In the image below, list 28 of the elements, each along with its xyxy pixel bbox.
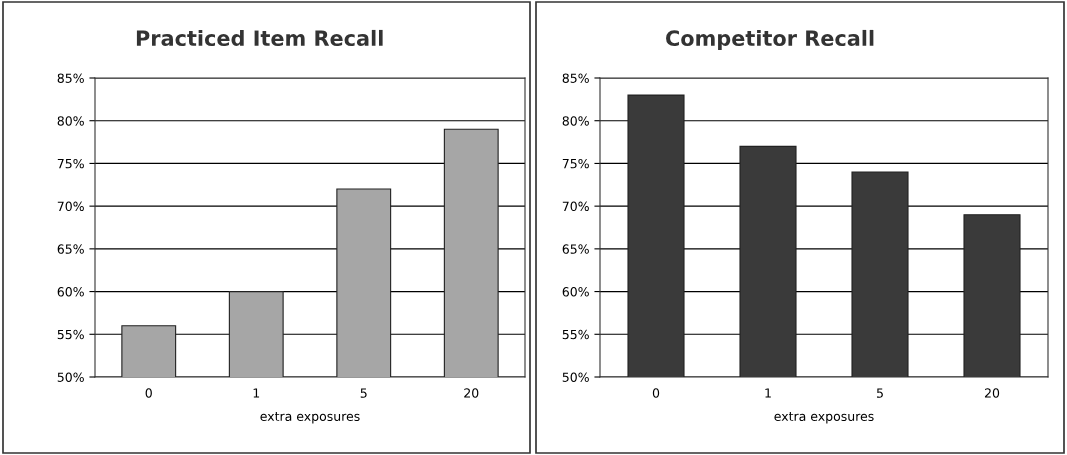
x-tick-label: 1 bbox=[253, 388, 260, 398]
y-tick-label: 85% bbox=[562, 73, 589, 83]
y-tick-label: 80% bbox=[57, 116, 84, 126]
y-tick-label: 50% bbox=[562, 372, 589, 382]
y-tick-label: 75% bbox=[57, 158, 84, 169]
y-tick-label: 75% bbox=[562, 158, 589, 169]
x-axis-title: extra exposures bbox=[774, 412, 874, 424]
y-tick-label: 60% bbox=[562, 287, 589, 297]
y-tick-label: 65% bbox=[57, 244, 84, 254]
x-tick-label: 5 bbox=[360, 388, 367, 398]
y-tick-label: 70% bbox=[562, 201, 589, 212]
x-axis-title: extra exposures bbox=[260, 412, 360, 424]
chart-title: Competitor Recall bbox=[666, 29, 874, 51]
y-tick-label: 50% bbox=[57, 372, 84, 382]
y-tick-label: 65% bbox=[562, 244, 589, 254]
x-tick-label: 1 bbox=[765, 388, 771, 398]
y-tick-label: 80% bbox=[562, 116, 589, 126]
y-tick-label: 60% bbox=[57, 287, 84, 297]
x-tick-label: 0 bbox=[145, 388, 152, 398]
chart-title: Practiced Item Recall bbox=[136, 29, 383, 47]
y-tick-label: 70% bbox=[57, 201, 84, 212]
x-tick-label: 20 bbox=[464, 388, 479, 398]
y-tick-label: 55% bbox=[57, 329, 84, 340]
x-tick-label: 5 bbox=[876, 388, 883, 398]
y-tick-label: 55% bbox=[562, 329, 589, 340]
x-tick-label: 20 bbox=[984, 388, 1000, 398]
x-tick-label: 0 bbox=[652, 388, 660, 398]
y-tick-label: 85% bbox=[57, 73, 84, 83]
